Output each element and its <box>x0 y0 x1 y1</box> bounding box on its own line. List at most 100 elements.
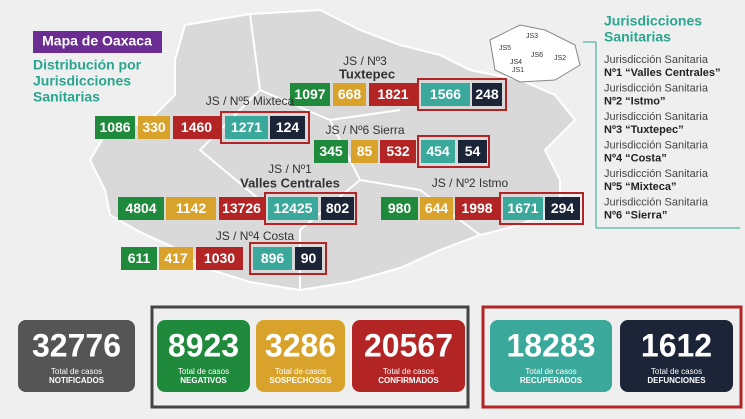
value-box <box>458 140 487 163</box>
total-label: CONFIRMADOS <box>378 376 439 385</box>
value-box <box>420 197 453 220</box>
value-text: 1566 <box>430 86 461 102</box>
legend-item: Nº5 “Mixteca” <box>604 181 677 193</box>
value-box <box>381 197 418 220</box>
highlight-frame <box>264 192 357 225</box>
total-label: RECUPERADOS <box>520 376 583 385</box>
total-card <box>620 320 733 392</box>
value-box <box>351 140 378 163</box>
legend-item: Jurisdicción Sanitaria <box>604 196 709 208</box>
value-text: 4804 <box>125 200 156 216</box>
total-value: 32776 <box>32 327 121 363</box>
total-caption: Total de casos <box>383 367 434 376</box>
value-text: 248 <box>475 86 499 102</box>
total-card <box>157 320 250 392</box>
value-box <box>196 247 243 270</box>
value-text: 330 <box>142 119 166 135</box>
legend-item: Jurisdicción Sanitaria <box>604 168 709 180</box>
highlight-frame <box>499 192 584 225</box>
total-card <box>18 320 135 392</box>
subtitle: Distribución por <box>33 57 142 73</box>
value-text: 1460 <box>181 119 212 135</box>
value-box <box>268 197 318 220</box>
value-box <box>380 140 416 163</box>
value-text: 90 <box>301 250 317 266</box>
value-box <box>455 197 499 220</box>
value-text: 896 <box>261 250 285 266</box>
value-box <box>270 116 305 139</box>
total-value: 20567 <box>364 327 453 363</box>
value-box <box>121 247 157 270</box>
legend-item: Jurisdicción Sanitaria <box>604 54 709 66</box>
mini-map-label: JS5 <box>499 45 511 52</box>
value-text: 12425 <box>274 200 313 216</box>
total-caption: Total de casos <box>651 367 702 376</box>
total-value: 8923 <box>168 327 239 363</box>
value-text: 1998 <box>461 200 492 216</box>
value-text: 1097 <box>294 86 325 102</box>
mini-map-label: JS4 <box>510 59 522 66</box>
jurisdiction-label: JS / Nº6 Sierra <box>325 123 404 137</box>
badge <box>33 31 162 53</box>
value-box <box>173 116 220 139</box>
value-text: 532 <box>386 143 410 159</box>
legend-title: Jurisdicciones <box>604 13 702 29</box>
value-text: 668 <box>338 86 362 102</box>
value-box <box>295 247 322 270</box>
value-text: 124 <box>276 119 300 135</box>
value-text: 980 <box>388 200 412 216</box>
total-card <box>256 320 345 392</box>
value-text: 802 <box>326 200 350 216</box>
value-box <box>219 197 264 220</box>
value-box <box>138 116 170 139</box>
value-text: 1142 <box>176 200 207 216</box>
value-box <box>253 247 292 270</box>
value-text: 1821 <box>377 86 408 102</box>
value-text: 454 <box>426 143 450 159</box>
total-caption: Total de casos <box>178 367 229 376</box>
value-box <box>225 116 268 139</box>
jurisdiction-label: JS / Nº4 Costa <box>216 229 295 243</box>
value-box <box>421 83 470 106</box>
highlight-frame <box>417 78 507 111</box>
total-caption: Total de casos <box>525 367 576 376</box>
legend-item: Nº1 “Valles Centrales” <box>604 67 721 79</box>
legend-title: Sanitarias <box>604 29 671 45</box>
value-box <box>421 140 455 163</box>
subtitle: Jurisdicciones <box>33 73 131 89</box>
total-card <box>490 320 612 392</box>
value-box <box>118 197 164 220</box>
mini-map-label: JS6 <box>531 52 543 59</box>
jurisdiction-label: JS / Nº5 Mixteca <box>206 94 295 108</box>
value-text: 1086 <box>99 119 130 135</box>
value-text: 85 <box>357 143 373 159</box>
value-text: 611 <box>128 250 151 266</box>
total-value: 18283 <box>507 327 596 363</box>
value-box <box>314 140 348 163</box>
legend-item: Nº4 “Costa” <box>604 152 667 164</box>
jurisdiction-label: Tuxtepec <box>339 66 395 81</box>
total-caption: Total de casos <box>51 367 102 376</box>
mini-map-label: JS1 <box>512 67 524 74</box>
mini-map-label: JS2 <box>554 55 566 62</box>
jurisdiction-label: Valles Centrales <box>240 175 340 190</box>
value-text: 644 <box>425 200 449 216</box>
highlight-frame <box>220 111 310 144</box>
jurisdiction-label: JS / Nº1 <box>268 162 312 176</box>
jurisdiction-label: JS / Nº2 Istmo <box>432 176 509 190</box>
value-box <box>545 197 580 220</box>
value-text: 345 <box>319 143 343 159</box>
group-frame <box>481 305 743 409</box>
jurisdiction-label: JS / Nº3 <box>343 54 387 68</box>
highlight-frame <box>249 242 327 275</box>
legend-item: Nº3 “Tuxtepec” <box>604 124 684 136</box>
value-text: 1271 <box>231 119 262 135</box>
mini-map <box>489 24 581 83</box>
value-box <box>503 197 543 220</box>
subtitle: Sanitarias <box>33 89 100 105</box>
legend-item: Jurisdicción Sanitaria <box>604 139 709 151</box>
value-text: 1671 <box>507 200 538 216</box>
value-box <box>369 83 417 106</box>
legend-item: Jurisdicción Sanitaria <box>604 111 709 123</box>
